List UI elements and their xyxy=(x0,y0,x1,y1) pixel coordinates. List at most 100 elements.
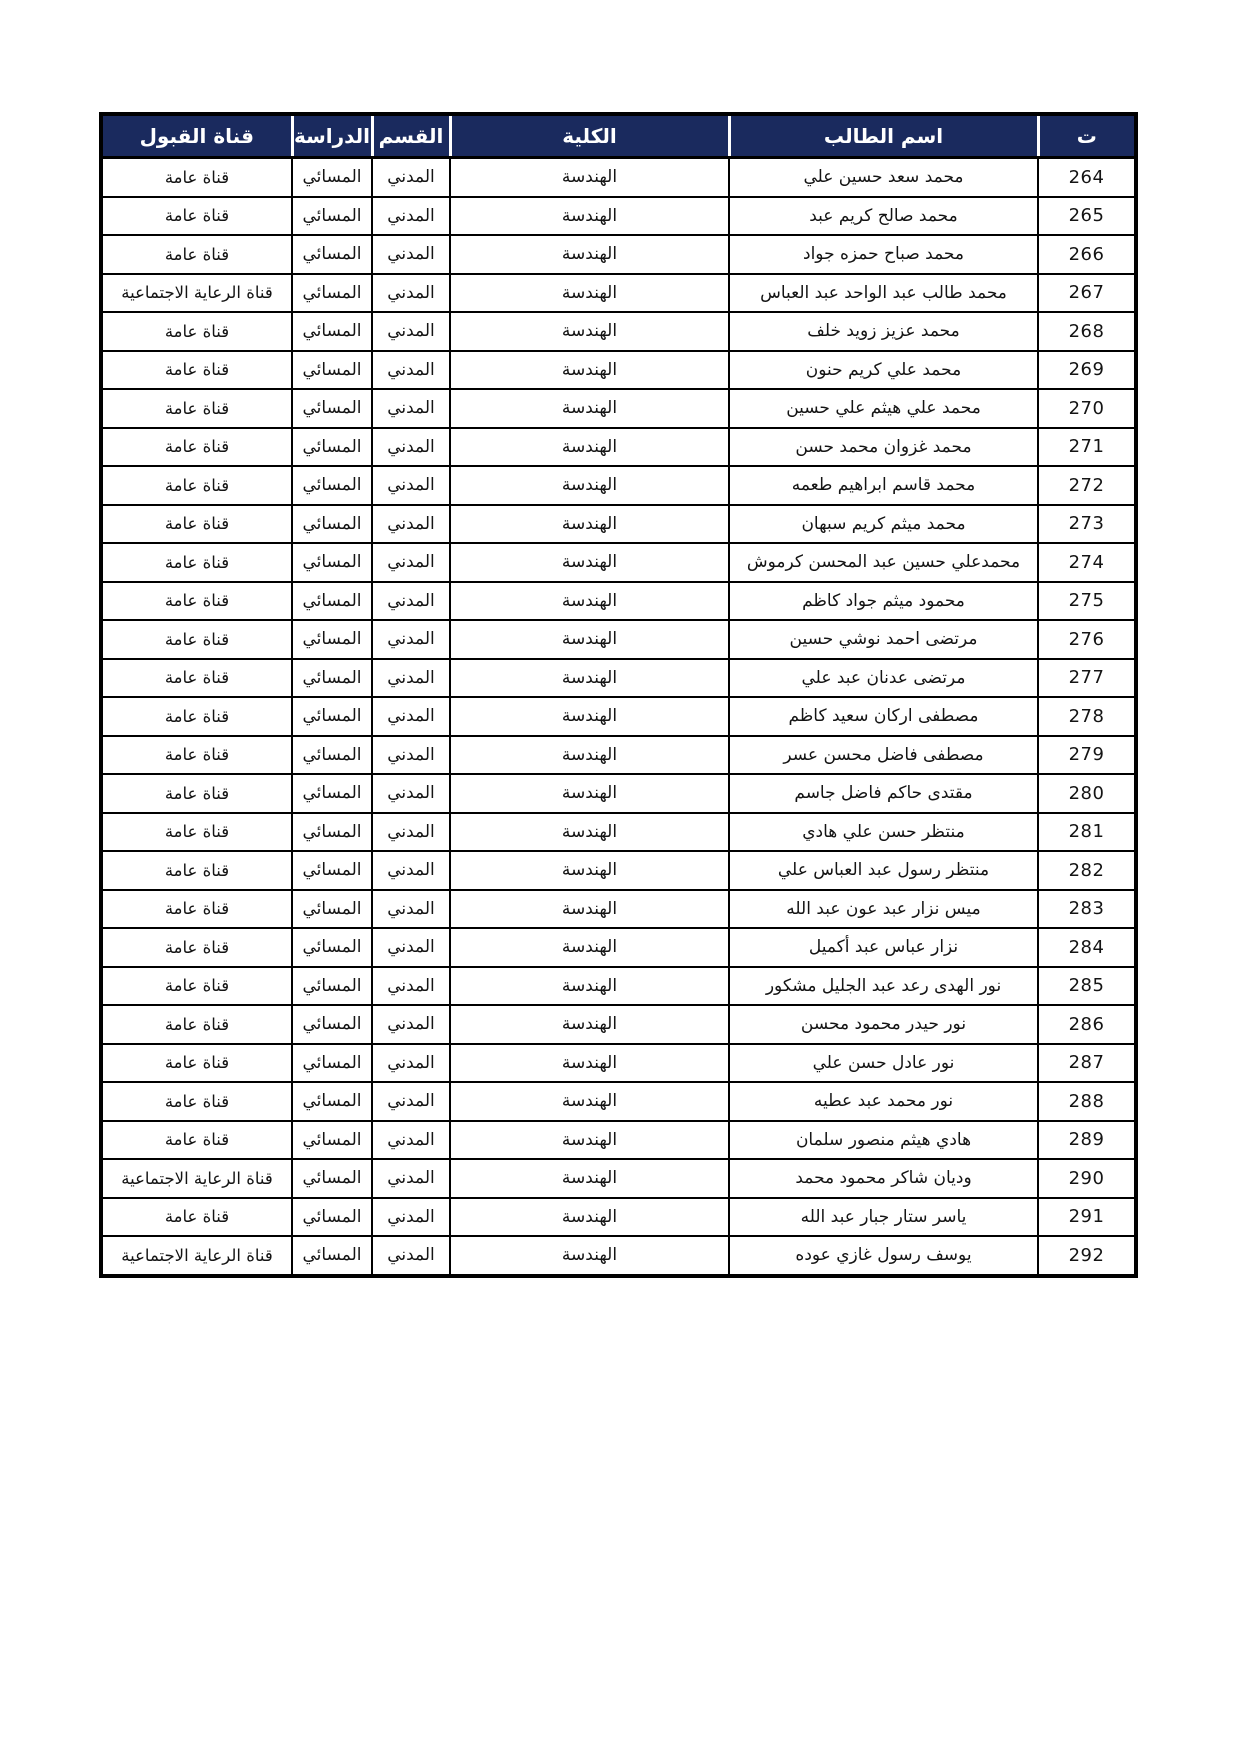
cell-dept: المدني xyxy=(371,195,451,236)
cell-channel: قناة عامة xyxy=(100,811,293,852)
header-college: الكلية xyxy=(448,114,731,159)
cell-dept: المدني xyxy=(371,542,451,583)
cell-name: مصطفى اركان سعيد كاظم xyxy=(728,696,1039,737)
cell-name: مرتضى احمد نوشي حسين xyxy=(728,619,1039,660)
cell-dept: المدني xyxy=(371,388,451,429)
table-row: 265 محمد صالح كريم عبد الهندسة المدني المسائ… xyxy=(100,195,1137,236)
cell-id: 271 xyxy=(1037,426,1137,467)
cell-study: المسائي xyxy=(291,156,373,198)
table-row: 292 يوسف رسول غازي عوده الهندسة المدني المسا… xyxy=(100,1235,1137,1277)
cell-college: الهندسة xyxy=(449,234,730,275)
table-row: 270 محمد علي هيثم علي حسين الهندسة المدني ال… xyxy=(100,388,1137,429)
cell-id: 265 xyxy=(1037,195,1137,236)
cell-dept: المدني xyxy=(371,1235,451,1277)
table-row: 266 محمد صباح حمزه جواد الهندسة المدني المسا… xyxy=(100,234,1137,275)
cell-study: المسائي xyxy=(291,542,373,583)
cell-id: 283 xyxy=(1037,888,1137,929)
table-row: 271 محمد غزوان محمد حسن الهندسة المدني المسا… xyxy=(100,426,1137,467)
cell-id: 282 xyxy=(1037,850,1137,891)
cell-channel: قناة عامة xyxy=(100,349,293,390)
cell-channel: قناة عامة xyxy=(100,465,293,506)
cell-dept: المدني xyxy=(371,156,451,198)
cell-dept: المدني xyxy=(371,1004,451,1045)
cell-study: المسائي xyxy=(291,272,373,313)
table-row: 280 مقتدى حاكم فاضل جاسم الهندسة المدني المس… xyxy=(100,773,1137,814)
cell-study: المسائي xyxy=(291,657,373,698)
cell-channel: قناة عامة xyxy=(100,503,293,544)
cell-channel: قناة عامة xyxy=(100,234,293,275)
cell-college: الهندسة xyxy=(449,734,730,775)
cell-channel: قناة عامة xyxy=(100,426,293,467)
cell-channel: قناة عامة xyxy=(100,619,293,660)
table-row: 290 وديان شاكر محمود محمد الهندسة المدني الم… xyxy=(100,1158,1137,1199)
cell-college: الهندسة xyxy=(449,1004,730,1045)
cell-name: وديان شاكر محمود محمد xyxy=(728,1158,1039,1199)
cell-dept: المدني xyxy=(371,927,451,968)
cell-name: مصطفى فاضل محسن عسر xyxy=(728,734,1039,775)
cell-dept: المدني xyxy=(371,811,451,852)
cell-channel: قناة عامة xyxy=(100,850,293,891)
cell-id: 274 xyxy=(1037,542,1137,583)
cell-name: نزار عباس عبد أكميل xyxy=(728,927,1039,968)
cell-id: 279 xyxy=(1037,734,1137,775)
cell-study: المسائي xyxy=(291,1196,373,1237)
cell-dept: المدني xyxy=(371,696,451,737)
cell-id: 275 xyxy=(1037,580,1137,621)
cell-channel: قناة عامة xyxy=(100,1042,293,1083)
cell-name: محمد صالح كريم عبد xyxy=(728,195,1039,236)
table-row: 269 محمد علي كريم حنون الهندسة المدني المسائ… xyxy=(100,349,1137,390)
cell-id: 280 xyxy=(1037,773,1137,814)
cell-study: المسائي xyxy=(291,734,373,775)
cell-channel: قناة عامة xyxy=(100,888,293,929)
cell-study: المسائي xyxy=(291,1235,373,1277)
cell-id: 276 xyxy=(1037,619,1137,660)
cell-college: الهندسة xyxy=(449,619,730,660)
cell-name: محمد قاسم ابراهيم طعمه xyxy=(728,465,1039,506)
cell-study: المسائي xyxy=(291,1004,373,1045)
cell-id: 291 xyxy=(1037,1196,1137,1237)
cell-channel: قناة عامة xyxy=(100,696,293,737)
cell-college: الهندسة xyxy=(449,773,730,814)
table-row: 275 محمود ميثم جواد كاظم الهندسة المدني المس… xyxy=(100,580,1137,621)
cell-id: 290 xyxy=(1037,1158,1137,1199)
cell-name: نور الهدى رعد عبد الجليل مشكور xyxy=(728,965,1039,1006)
cell-dept: المدني xyxy=(371,465,451,506)
cell-college: الهندسة xyxy=(449,1081,730,1122)
table-row: 287 نور عادل حسن علي الهندسة المدني المسائي ق… xyxy=(100,1042,1137,1083)
cell-id: 289 xyxy=(1037,1119,1137,1160)
cell-id: 292 xyxy=(1037,1235,1137,1277)
cell-dept: المدني xyxy=(371,888,451,929)
cell-id: 268 xyxy=(1037,311,1137,352)
cell-dept: المدني xyxy=(371,657,451,698)
header-admission-channel: قناة القبول xyxy=(99,114,294,159)
cell-college: الهندسة xyxy=(449,888,730,929)
cell-name: محمود ميثم جواد كاظم xyxy=(728,580,1039,621)
cell-id: 273 xyxy=(1037,503,1137,544)
cell-channel: قناة عامة xyxy=(100,927,293,968)
cell-study: المسائي xyxy=(291,234,373,275)
cell-name: مقتدى حاكم فاضل جاسم xyxy=(728,773,1039,814)
cell-channel: قناة عامة xyxy=(100,542,293,583)
table-row: 289 هادي هيثم منصور سلمان الهندسة المدني الم… xyxy=(100,1119,1137,1160)
table-row: 274 محمدعلي حسين عبد المحسن كرموش الهندسة ا… xyxy=(100,542,1137,583)
table-row: 268 محمد عزيز زويد خلف الهندسة المدني المسائ… xyxy=(100,311,1137,352)
table-row: 288 نور محمد عبد عطيه الهندسة المدني المسائي… xyxy=(100,1081,1137,1122)
cell-college: الهندسة xyxy=(449,465,730,506)
cell-study: المسائي xyxy=(291,927,373,968)
table-row: 282 منتظر رسول عبد العباس علي الهندسة المدن… xyxy=(100,850,1137,891)
cell-college: الهندسة xyxy=(449,349,730,390)
cell-id: 277 xyxy=(1037,657,1137,698)
cell-college: الهندسة xyxy=(449,850,730,891)
cell-id: 266 xyxy=(1037,234,1137,275)
cell-name: محمد عزيز زويد خلف xyxy=(728,311,1039,352)
cell-college: الهندسة xyxy=(449,657,730,698)
cell-dept: المدني xyxy=(371,426,451,467)
cell-study: المسائي xyxy=(291,503,373,544)
cell-study: المسائي xyxy=(291,1081,373,1122)
cell-channel: قناة عامة xyxy=(100,311,293,352)
cell-study: المسائي xyxy=(291,349,373,390)
cell-dept: المدني xyxy=(371,1042,451,1083)
cell-name: محمد صباح حمزه جواد xyxy=(728,234,1039,275)
cell-study: المسائي xyxy=(291,1119,373,1160)
cell-college: الهندسة xyxy=(449,195,730,236)
